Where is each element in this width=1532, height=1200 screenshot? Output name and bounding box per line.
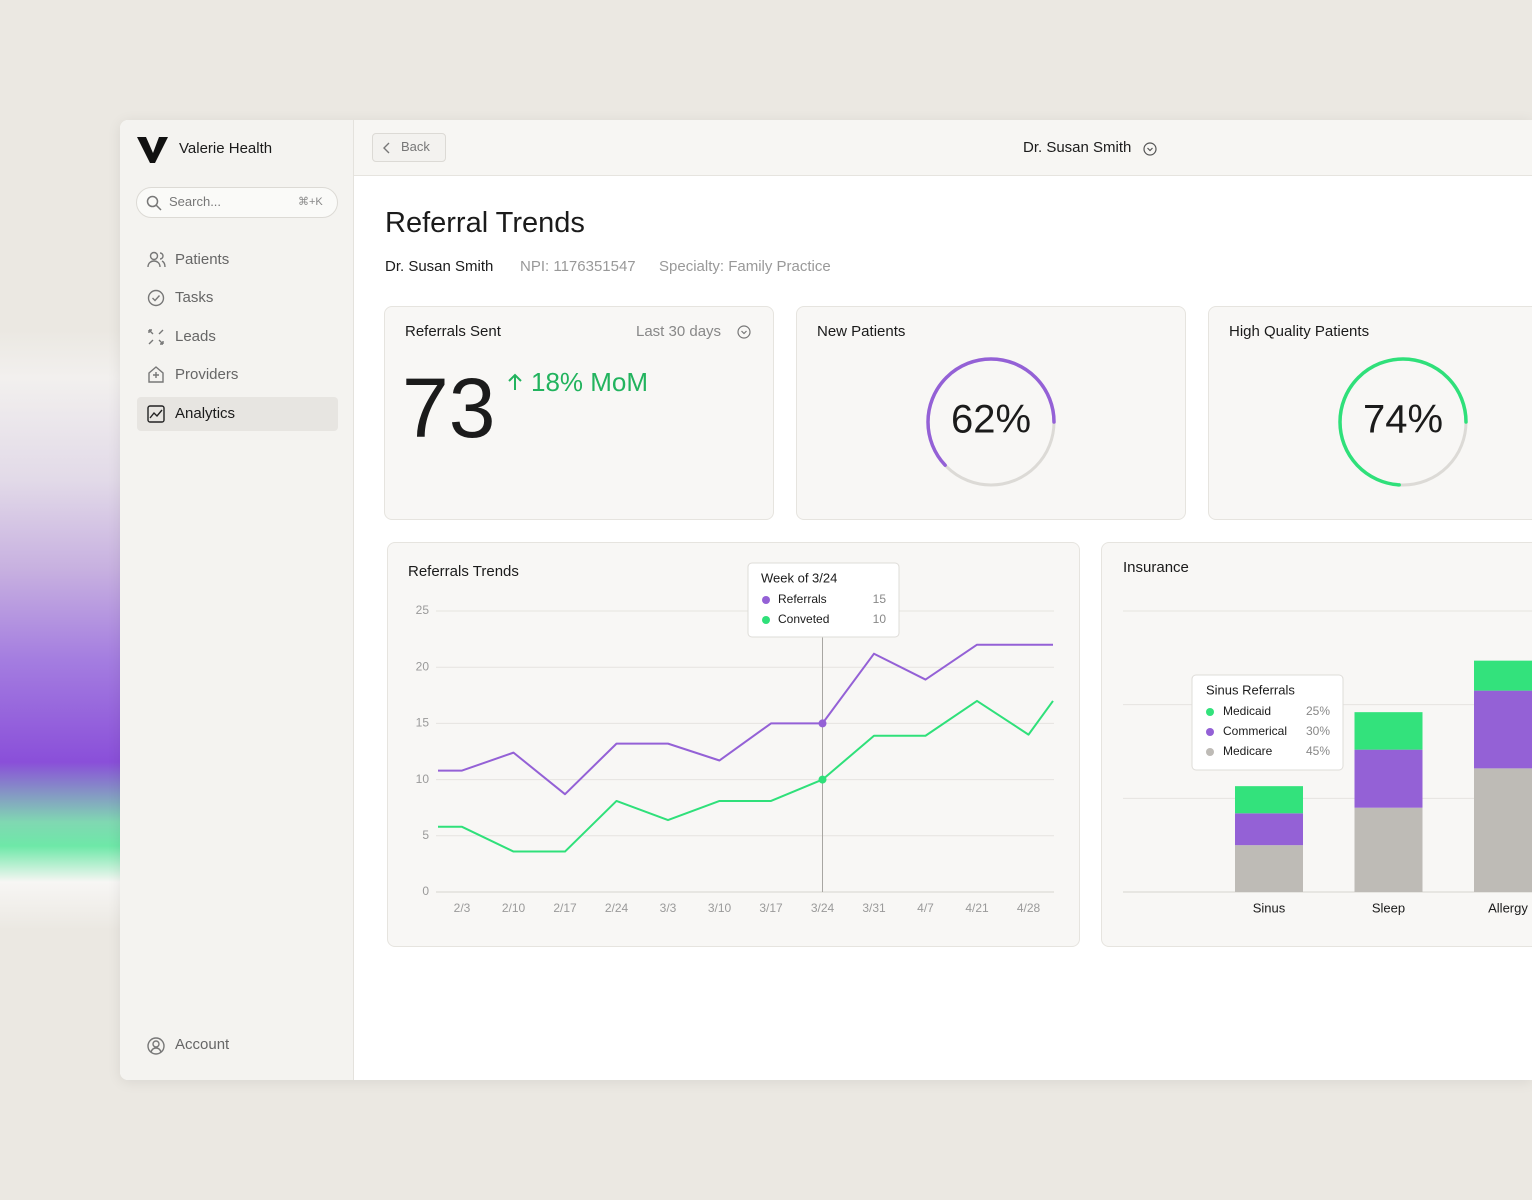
provider: Dr. Susan Smith [385, 258, 494, 275]
ring-arc [1338, 357, 1468, 487]
period-icon [737, 325, 751, 339]
tooltip-value: 10 [873, 612, 887, 626]
x-tick-label: 3/31 [862, 901, 886, 915]
bar-segment [1235, 786, 1303, 814]
tooltip-value: 25% [1306, 704, 1330, 718]
account[interactable]: Account [175, 1036, 230, 1053]
bar-segment [1354, 807, 1423, 892]
x-tick-label: 4/28 [1017, 901, 1041, 915]
top-bar [354, 120, 1532, 176]
nav-item[interactable]: Leads [175, 328, 216, 345]
tooltip-name: Commerical [1223, 724, 1287, 738]
nav-item[interactable]: Providers [175, 366, 239, 383]
user-name[interactable]: Dr. Susan Smith [1023, 139, 1132, 156]
specialty: Specialty: Family Practice [659, 258, 831, 275]
tooltip-title: Sinus Referrals [1206, 682, 1295, 697]
x-tick-label: 2/24 [605, 901, 629, 915]
y-tick-label: 20 [416, 659, 430, 673]
tooltip-value: 15 [873, 592, 887, 606]
x-tick-label: 3/17 [759, 901, 783, 915]
x-tick-label: Sinus [1253, 900, 1286, 915]
period-select[interactable]: Last 30 days [636, 323, 722, 340]
search-icon [146, 195, 162, 211]
chart-title: Insurance [1123, 559, 1189, 576]
tooltip-dot [1206, 748, 1214, 756]
referrals-change: 18% MoM [531, 367, 649, 397]
ring-arc [926, 357, 1056, 487]
bar-segment [1235, 813, 1303, 846]
tooltip [747, 562, 900, 638]
nav-item[interactable]: Tasks [175, 289, 214, 306]
y-tick-label: 15 [416, 716, 430, 730]
logo [137, 137, 168, 163]
x-tick-label: 2/10 [502, 901, 526, 915]
bar-segment [1474, 690, 1532, 769]
ring-value: 62% [951, 398, 1031, 442]
bar-segment [1354, 749, 1423, 808]
x-tick-label: 3/3 [660, 901, 677, 915]
highlight-dot [818, 719, 827, 728]
nav-item[interactable]: Patients [175, 251, 230, 268]
nav-item-active[interactable]: Analytics [175, 405, 236, 422]
card-title: High Quality Patients [1229, 323, 1370, 340]
card [387, 542, 1080, 947]
npi: NPI: 1176351547 [520, 258, 636, 275]
chart-title: Referrals Trends [408, 563, 519, 580]
y-tick-label: 25 [416, 603, 430, 617]
tooltip-name: Referrals [778, 592, 827, 606]
search-shortcut: ⌘+K [298, 196, 323, 208]
nav-active-bg [137, 397, 338, 431]
user-menu-icon [1143, 142, 1157, 156]
series-line [438, 699, 1054, 853]
highlight-dot [818, 775, 827, 784]
tooltip-value: 30% [1306, 724, 1330, 738]
nav-icons [147, 251, 166, 423]
backdrop [0, 330, 130, 930]
tooltip-title: Week of 3/24 [761, 570, 837, 585]
tooltip-dot [1206, 708, 1214, 716]
account-icon [147, 1037, 165, 1055]
tooltip-name: Conveted [778, 612, 829, 626]
x-tick-label: Sleep [1372, 900, 1405, 915]
page-title: Referral Trends [385, 207, 585, 239]
x-tick-label: 3/10 [708, 901, 732, 915]
up-arrow [508, 373, 522, 390]
tooltip-name: Medicare [1223, 744, 1273, 758]
brand: Valerie Health [179, 140, 273, 157]
y-tick-label: 10 [416, 772, 430, 786]
card [384, 306, 774, 520]
x-tick-label: Allergy [1488, 900, 1528, 915]
tooltip-name: Medicaid [1223, 704, 1271, 718]
card-title: New Patients [817, 323, 906, 340]
y-tick-label: 5 [422, 828, 429, 842]
referrals-value: 73 [402, 361, 496, 455]
ring-value: 74% [1363, 398, 1443, 442]
x-tick-label: 4/7 [917, 901, 934, 915]
tooltip-dot [1206, 728, 1214, 736]
back-chevron [383, 142, 390, 154]
x-tick-label: 4/21 [965, 901, 989, 915]
bar-segment [1235, 845, 1303, 892]
search-placeholder: Search... [169, 194, 222, 209]
y-tick-label: 0 [422, 884, 429, 898]
x-tick-label: 2/3 [454, 901, 471, 915]
x-tick-label: 2/17 [553, 901, 577, 915]
tooltip-dot [762, 596, 770, 604]
x-tick-label: 3/24 [811, 901, 835, 915]
series-line [438, 643, 1053, 796]
sidebar [120, 120, 354, 1080]
tooltip-dot [762, 616, 770, 624]
bar-segment [1474, 660, 1532, 691]
card [1208, 306, 1532, 520]
tooltip-value: 45% [1306, 744, 1330, 758]
bar-segment [1474, 768, 1532, 892]
tooltip [1191, 674, 1344, 771]
back-label: Back [401, 139, 430, 154]
search-box[interactable] [136, 187, 338, 218]
bar-segment [1354, 712, 1423, 750]
card-title: Referrals Sent [405, 323, 501, 340]
